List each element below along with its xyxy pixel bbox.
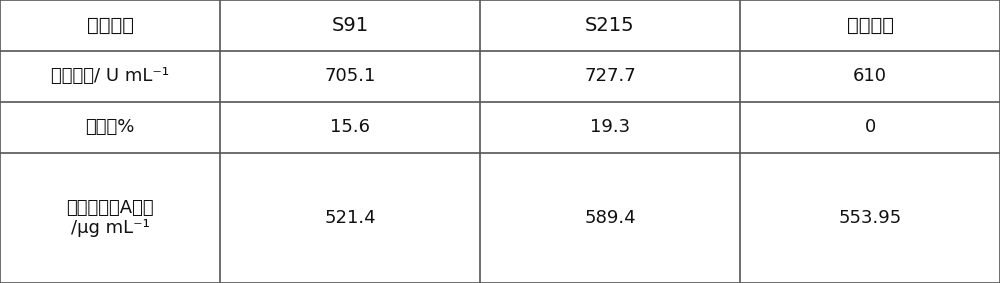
Text: 705.1: 705.1 (324, 67, 376, 85)
Text: 521.4: 521.4 (324, 209, 376, 227)
Text: 610: 610 (853, 67, 887, 85)
Text: 生物效价/ U mL⁻¹: 生物效价/ U mL⁻¹ (51, 67, 169, 85)
Text: 15.6: 15.6 (330, 118, 370, 136)
Text: 阿维拉霉素A含量
/μg mL⁻¹: 阿维拉霉素A含量 /μg mL⁻¹ (66, 198, 154, 237)
Text: 589.4: 589.4 (584, 209, 636, 227)
Text: 553.95: 553.95 (838, 209, 902, 227)
Text: 0: 0 (864, 118, 876, 136)
Text: S215: S215 (585, 16, 635, 35)
Text: 复筛菌株: 复筛菌株 (87, 16, 134, 35)
Text: 出发菌株: 出发菌株 (846, 16, 894, 35)
Text: 19.3: 19.3 (590, 118, 630, 136)
Text: S91: S91 (331, 16, 369, 35)
Text: 727.7: 727.7 (584, 67, 636, 85)
Text: 提高率%: 提高率% (85, 118, 135, 136)
